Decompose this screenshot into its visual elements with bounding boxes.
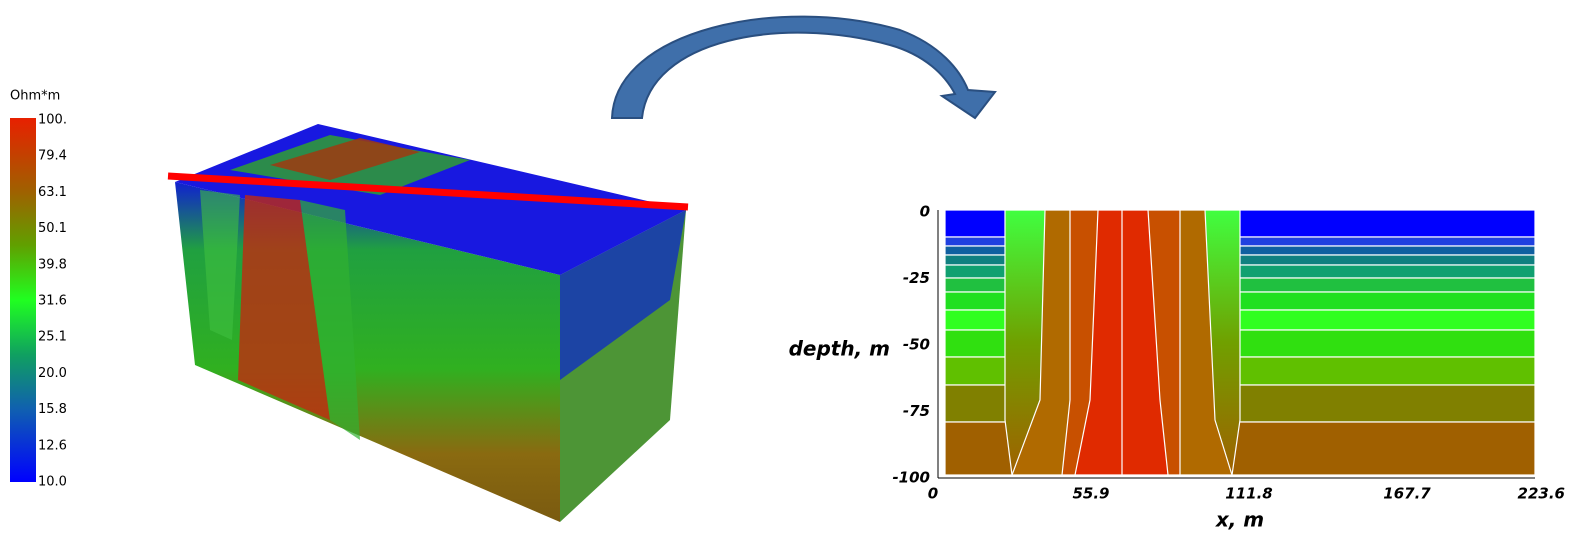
x-tick-label: 111.8 [1225,485,1272,503]
colorbar-label: 79.4 [38,149,67,164]
section-plot [945,210,1535,475]
x-tick-label: 55.9 [1072,485,1109,503]
colorbar-label: 39.8 [38,257,67,272]
colorbar-label: 15.8 [38,402,67,417]
y-tick-label: 0 [920,203,930,221]
colorbar [10,118,36,482]
arrow [612,17,995,118]
colorbar-label: 25.1 [38,330,67,345]
colorbar-title: Ohm*m [10,89,60,104]
colorbar-label: 50.1 [38,221,67,236]
colorbar-label: 100. [38,113,67,128]
colorbar-label: 31.6 [38,294,67,309]
y-tick-label: -25 [903,269,930,287]
x-tick-label: 0 [928,485,938,503]
colorbar-label: 10.0 [38,475,67,490]
figure: Ohm*m 100. 79.4 63.1 50.1 39.8 31.6 25.1 20.0 15… [0,0,1592,540]
x-tick-label: 223.6 [1518,485,1565,503]
colorbar-label: 12.6 [38,438,67,453]
y-tick-label: -100 [892,469,930,487]
y-tick-label: -50 [903,336,930,354]
x-tick-label: 167.7 [1383,485,1431,503]
y-tick-label: -75 [903,402,930,420]
y-axis-label: depth, m [789,337,890,361]
x-axis-label: x, m [1215,508,1264,532]
colorbar-label: 63.1 [38,185,67,200]
colorbar-label: 20.0 [38,366,67,381]
model-block [168,124,688,522]
